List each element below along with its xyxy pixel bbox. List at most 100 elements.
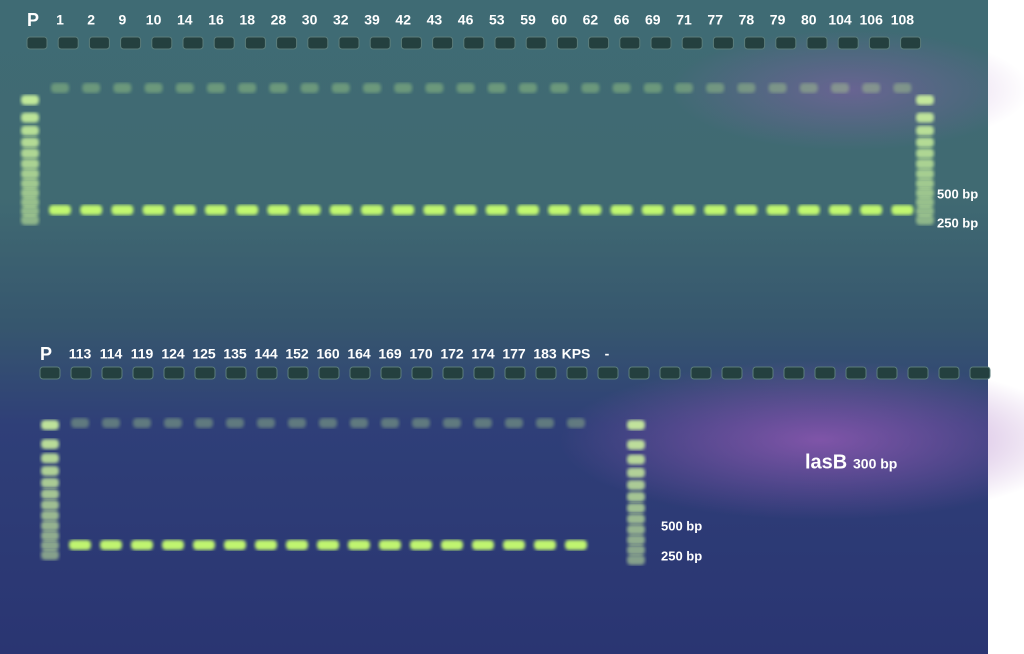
lane-label: 10	[146, 12, 162, 28]
well	[411, 366, 433, 380]
band	[317, 540, 339, 550]
well	[690, 366, 712, 380]
lane-label: 160	[316, 346, 340, 362]
band	[505, 418, 523, 428]
band	[534, 540, 556, 550]
marker-label: 500 bp	[937, 186, 978, 201]
well	[969, 366, 991, 380]
lane-label: 183	[533, 346, 557, 362]
band	[862, 83, 881, 93]
lane-label: 46	[458, 12, 474, 28]
lane-label: 28	[271, 12, 287, 28]
band	[735, 205, 758, 215]
band	[82, 83, 101, 93]
band	[612, 83, 631, 93]
well	[619, 36, 641, 50]
well	[504, 366, 526, 380]
lane-label: 152	[285, 346, 309, 362]
well	[39, 366, 61, 380]
band	[142, 205, 165, 215]
band	[392, 205, 415, 215]
lane-label: 79	[770, 12, 786, 28]
band	[567, 418, 585, 428]
lane-label: 113	[69, 346, 92, 362]
band	[627, 514, 645, 525]
lane-label: 124	[161, 346, 185, 362]
band	[162, 540, 184, 550]
band	[41, 477, 59, 488]
well	[287, 366, 309, 380]
band	[41, 465, 59, 476]
band	[51, 83, 69, 93]
band	[195, 418, 213, 428]
lane-label: 114	[100, 346, 123, 362]
lane-label: 125	[192, 346, 216, 362]
band	[627, 555, 645, 565]
band	[255, 540, 277, 550]
well	[163, 366, 185, 380]
lane-label: 42	[395, 12, 411, 28]
band	[21, 168, 39, 179]
band	[916, 112, 934, 123]
band	[916, 206, 934, 217]
band	[69, 540, 91, 550]
well	[256, 366, 278, 380]
well	[868, 36, 890, 50]
well	[556, 36, 578, 50]
lane-label: 16	[208, 12, 224, 28]
marker-label: 250 bp	[661, 548, 702, 563]
lane-label: 62	[583, 12, 599, 28]
band	[627, 454, 645, 465]
band	[379, 540, 401, 550]
band	[102, 418, 120, 428]
lane-label: 119	[131, 346, 154, 362]
lane-label: -	[605, 346, 610, 362]
lane-label: 169	[378, 346, 402, 362]
well	[432, 36, 454, 50]
band	[410, 540, 432, 550]
well	[307, 36, 329, 50]
lane-label: 135	[223, 346, 247, 362]
lane-label: 71	[676, 12, 692, 28]
band	[519, 83, 537, 93]
band	[503, 540, 525, 550]
band	[41, 520, 59, 531]
band	[641, 205, 664, 215]
lane-label: 39	[364, 12, 380, 28]
band	[916, 188, 934, 199]
lane-label: 174	[471, 346, 495, 362]
well	[400, 36, 422, 50]
band	[41, 510, 59, 521]
well	[525, 36, 547, 50]
band	[829, 205, 851, 215]
gene-size: 300 bp	[853, 456, 897, 472]
band	[21, 148, 39, 159]
well	[101, 366, 123, 380]
band	[643, 83, 662, 93]
band	[41, 500, 59, 511]
band	[236, 205, 259, 215]
band	[916, 125, 934, 136]
well	[194, 366, 216, 380]
lane-label: 104	[828, 12, 852, 28]
band	[423, 205, 446, 215]
band	[41, 439, 59, 450]
band	[766, 205, 789, 215]
band	[21, 137, 39, 148]
well	[659, 366, 681, 380]
band	[300, 83, 319, 93]
band	[21, 206, 39, 217]
lane-label: 60	[551, 12, 567, 28]
band	[207, 83, 225, 93]
well	[845, 366, 867, 380]
lane-label: 170	[409, 346, 433, 362]
marker-label: 250 bp	[937, 215, 978, 230]
band	[456, 83, 475, 93]
band	[916, 148, 934, 159]
band	[21, 125, 39, 136]
band	[269, 83, 288, 93]
band	[627, 524, 645, 535]
lane-label: 53	[489, 12, 505, 28]
band	[41, 489, 59, 500]
